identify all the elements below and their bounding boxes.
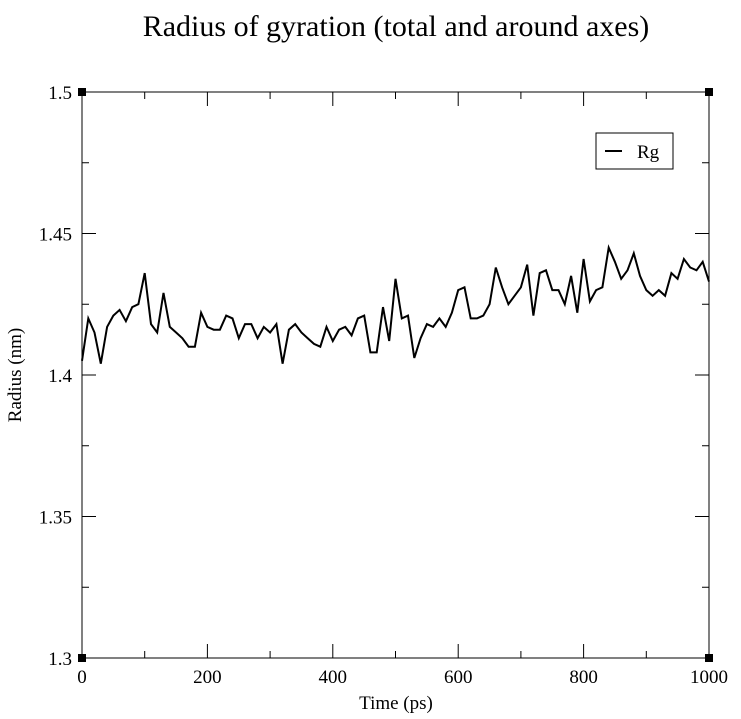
corner-marker (705, 654, 713, 662)
x-tick-label: 1000 (690, 667, 728, 688)
y-tick-label: 1.3 (48, 649, 72, 670)
x-tick-label: 800 (569, 667, 598, 688)
axis-ticks: 0 200 400 600 800 1000 1.3 1.35 1.4 1.45 1.5 (39, 83, 728, 688)
x-tick-label: 0 (77, 667, 87, 688)
series-line-rg (81, 244, 710, 364)
x-tick-label: 200 (193, 667, 222, 688)
plot-area (81, 244, 710, 364)
corner-marker (705, 88, 713, 96)
x-tick-label: 600 (444, 667, 473, 688)
corner-marker (78, 654, 86, 662)
plot-frame (81, 91, 710, 659)
y-tick-label: 1.45 (39, 225, 72, 246)
y-tick-label: 1.5 (48, 83, 72, 104)
y-tick-label: 1.35 (39, 508, 72, 529)
corner-markers (78, 88, 713, 662)
y-tick-label: 1.4 (48, 366, 72, 387)
y-axis-label: Radius (nm) (5, 328, 26, 422)
x-tick-label: 400 (319, 667, 348, 688)
legend: Rg (595, 132, 674, 170)
legend-label-rg: Rg (637, 142, 660, 163)
corner-marker (78, 88, 86, 96)
x-axis-label: Time (ps) (359, 693, 433, 714)
chart-title: Radius of gyration (total and around axe… (143, 10, 650, 43)
